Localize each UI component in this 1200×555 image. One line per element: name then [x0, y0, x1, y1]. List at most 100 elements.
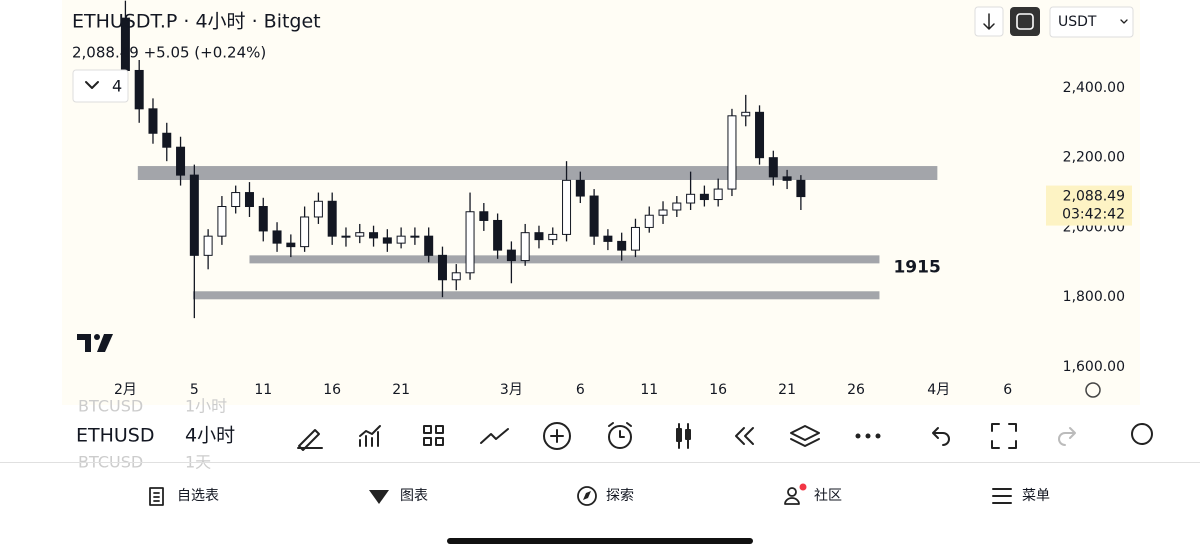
candle-body: [520, 232, 530, 262]
layers-tool[interactable]: [790, 425, 820, 447]
compass-needle: [583, 491, 591, 500]
level-zone: [137, 166, 938, 180]
candle-body: [713, 188, 723, 201]
redo-tool[interactable]: [1058, 427, 1076, 446]
draw-tool[interactable]: [297, 429, 323, 451]
candle-body: [506, 249, 516, 262]
candle-body: [286, 242, 296, 248]
community-icon: [787, 487, 797, 497]
x-tick-label: 5: [190, 382, 199, 398]
candle-body: [355, 232, 365, 237]
y-tick-label: 2,200.00: [1063, 150, 1125, 166]
candle-body: [493, 219, 503, 251]
candle-body: [796, 179, 806, 198]
chevron-icon: [85, 81, 99, 89]
candle-body: [244, 192, 254, 208]
autoscale-button[interactable]: [1010, 7, 1040, 36]
candle-body: [630, 226, 640, 251]
toolbar-interval[interactable]: 4小时: [185, 425, 235, 447]
x-tick-label: 2月: [114, 382, 137, 398]
x-tick-label: 16: [323, 382, 341, 398]
ghost-symbol: BTCUSD: [78, 397, 143, 416]
more-dot: [875, 433, 881, 439]
level-zone: [192, 291, 880, 300]
candle-body: [479, 211, 489, 221]
interval-dropdown: 4: [112, 77, 122, 96]
candle-body: [465, 211, 475, 274]
nav-item[interactable]: 探索: [606, 487, 634, 504]
x-tick-label: 21: [392, 382, 410, 398]
candle-body: [617, 240, 627, 251]
community-icon-body: [784, 497, 800, 505]
more-dot[interactable]: [855, 433, 861, 439]
chart-background: [62, 0, 1140, 405]
x-tick-label: 11: [254, 382, 272, 398]
chart-icon: [369, 490, 389, 504]
chevron-icon: [1120, 19, 1128, 24]
nav-item[interactable]: 社区: [814, 488, 842, 504]
settings-icon[interactable]: [1085, 382, 1101, 398]
account-tool[interactable]: [1131, 423, 1153, 445]
plus-icon: [550, 429, 564, 443]
candle-body: [437, 254, 447, 281]
plot: 19151,600.001,800.002,000.002,200.002,40…: [114, 0, 1125, 398]
candle-body: [410, 235, 420, 238]
toolbar-symbol[interactable]: ETHUSD: [76, 425, 155, 447]
candle-body: [699, 193, 709, 201]
candle-body: [672, 202, 682, 211]
candle-body: [768, 157, 778, 178]
nav-item[interactable]: 菜单: [1022, 488, 1050, 504]
notification-dot: [799, 483, 807, 491]
candle-body: [162, 132, 172, 148]
alert-tool[interactable]: [608, 425, 632, 449]
y-tick-label: 1,600.00: [1063, 359, 1125, 375]
candle-body: [189, 174, 199, 256]
fullscreen-tool[interactable]: [991, 423, 1017, 449]
candle-body: [644, 214, 654, 228]
x-tick-label: 6: [1003, 382, 1012, 398]
last-price-label: 2,088.49: [1063, 189, 1125, 205]
candle-body: [327, 200, 337, 237]
y-tick-label: 1,800.00: [1063, 289, 1125, 305]
candle-body: [396, 235, 406, 244]
watchlist-icon: [149, 487, 164, 506]
candle-body: [203, 235, 213, 256]
candle-body: [658, 209, 668, 216]
candle-body: [217, 206, 227, 237]
countdown: 03:42:42: [1062, 207, 1125, 223]
x-tick-label: 3月: [500, 382, 523, 398]
candle-body: [272, 230, 282, 244]
templates-tool[interactable]: [423, 425, 444, 446]
candle-body: [134, 69, 144, 110]
ghost-interval: 1小时: [185, 397, 227, 416]
indicators-tool[interactable]: [359, 425, 381, 447]
candle-body: [686, 193, 696, 204]
candle-body: [300, 216, 310, 248]
candle-body: [369, 232, 379, 239]
explore-icon: [577, 486, 597, 506]
candle-body: [451, 272, 461, 281]
more-dot: [865, 433, 871, 439]
candle-body: [782, 176, 792, 181]
nav-item[interactable]: 自选表: [177, 488, 219, 504]
replay-tool[interactable]: [735, 427, 754, 445]
compare-tool[interactable]: [480, 428, 509, 444]
undo-tool[interactable]: [932, 427, 950, 446]
collapse-button[interactable]: [72, 69, 129, 103]
autoscale-icon: [1016, 13, 1034, 30]
level-zone: [249, 255, 880, 264]
chart-type-tool[interactable]: [676, 423, 691, 449]
menu-icon: [992, 488, 1012, 504]
currency-select[interactable]: [1049, 6, 1134, 38]
nav-item[interactable]: 图表: [400, 488, 428, 504]
candle-body: [534, 232, 544, 241]
candle-body: [313, 200, 323, 218]
currency-label: USDT: [1058, 14, 1097, 30]
candle-body: [382, 237, 392, 244]
add-tool[interactable]: [543, 422, 571, 450]
candle-body: [548, 233, 558, 241]
nav-divider: [0, 462, 1200, 463]
quote: 2,088.49 +5.05 (+0.24%): [72, 44, 266, 62]
candle-body: [176, 146, 186, 176]
